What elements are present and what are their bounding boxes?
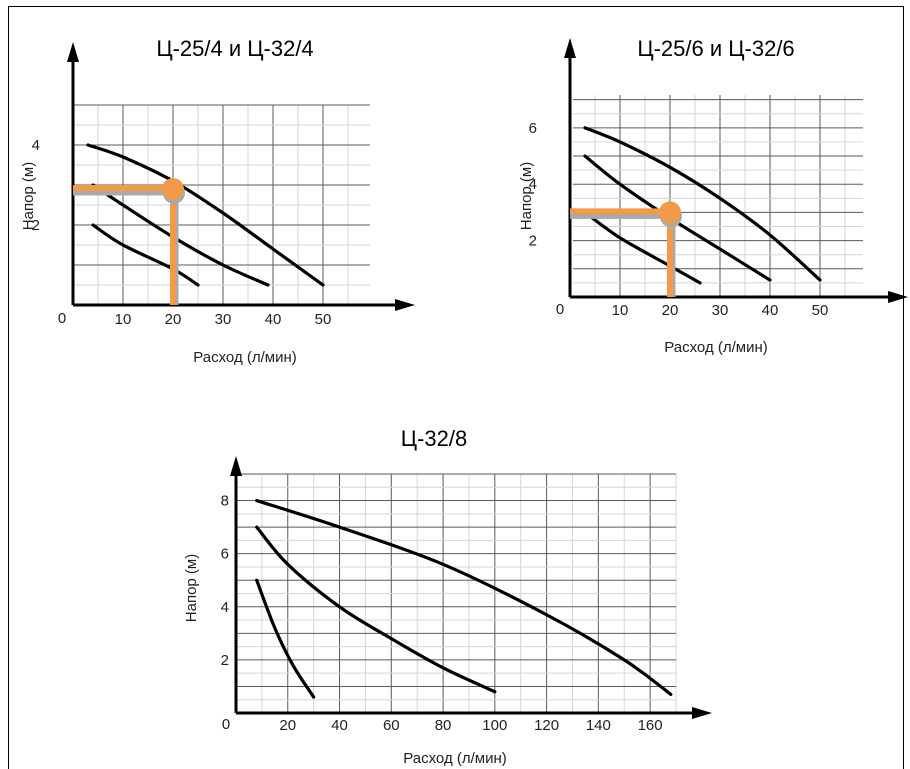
pump-curve-1: [255, 498, 673, 697]
x-tick-label: 30: [215, 311, 232, 328]
x-tick-label: 10: [612, 302, 629, 319]
y-tick-label: 4: [221, 599, 229, 616]
chart-title: Ц-25/6 и Ц-32/6: [637, 36, 794, 61]
pump-curve-3: [255, 578, 316, 699]
pump-curve-3: [583, 210, 702, 285]
x-axis-label: Расход (л/мин): [664, 339, 768, 356]
y-axis-arrow: [230, 456, 242, 476]
x-tick-label: 20: [279, 717, 296, 734]
y-tick-label: 2: [32, 217, 40, 234]
y-axis-label: Напор (м): [183, 554, 200, 622]
x-tick-label: 10: [115, 311, 132, 328]
y-axis-arrow: [67, 42, 79, 62]
chart-title: Ц-32/8: [401, 426, 467, 451]
x-tick-label: 30: [712, 302, 729, 319]
y-tick-label: 2: [221, 652, 229, 669]
x-axis-label: Расход (л/мин): [193, 349, 297, 366]
operating-point-dot: [659, 201, 681, 224]
x-tick-label: 140: [586, 717, 611, 734]
operating-point-marker: [73, 178, 185, 305]
x-axis-label: Расход (л/мин): [403, 750, 507, 767]
x-tick-label: 160: [638, 717, 663, 734]
pump-curve-1: [86, 143, 325, 287]
x-axis-arrow: [395, 299, 415, 311]
y-axis-label: Напор (м): [20, 162, 37, 230]
x-tick-label: 60: [383, 717, 400, 734]
chart-2: Ц-25/6 и Ц-32/6 10 20 30 40 50 0 2 4 6 Расход (л/м…: [518, 36, 908, 356]
y-tick-label: 4: [32, 137, 40, 154]
origin-label: 0: [556, 301, 564, 318]
y-tick-label: 6: [529, 120, 537, 137]
y-axis-label: Напор (м): [518, 162, 535, 230]
x-tick-label: 20: [165, 311, 182, 328]
x-tick-label: 20: [662, 302, 679, 319]
chart-grid: [236, 473, 677, 713]
x-tick-label: 120: [534, 717, 559, 734]
x-tick-label: 40: [331, 717, 348, 734]
pump-curve-2: [255, 525, 497, 694]
x-tick-label: 50: [315, 311, 332, 328]
pump-curve-3: [91, 223, 200, 287]
y-tick-label: 2: [529, 233, 537, 250]
chart-1: Ц-25/4 и Ц-32/4 10 20 30 40 50 0 2 4 Расход (л/ми…: [20, 36, 415, 366]
x-tick-label: 50: [812, 302, 829, 319]
pump-curve-1: [583, 126, 822, 282]
x-tick-label: 40: [265, 311, 282, 328]
x-tick-label: 80: [435, 717, 452, 734]
operating-point-dot: [162, 178, 184, 200]
y-tick-label: 8: [221, 493, 229, 510]
chart-title: Ц-25/4 и Ц-32/4: [156, 36, 313, 61]
origin-label: 0: [58, 310, 66, 327]
x-tick-label: 40: [762, 302, 779, 319]
y-tick-label: 4: [529, 176, 537, 193]
x-axis-arrow: [692, 707, 712, 719]
operating-point-marker: [570, 201, 682, 297]
chart-grid: [73, 104, 370, 305]
origin-label: 0: [222, 716, 230, 733]
y-tick-label: 6: [221, 546, 229, 563]
x-tick-label: 100: [482, 717, 507, 734]
y-axis-arrow: [564, 38, 576, 58]
x-axis-arrow: [888, 291, 908, 303]
chart-3: Ц-32/8 20 40 60 80 100 120 140 160 0 2 4 6 8 Расход (л…: [183, 426, 712, 767]
figure-frame: [8, 6, 904, 769]
